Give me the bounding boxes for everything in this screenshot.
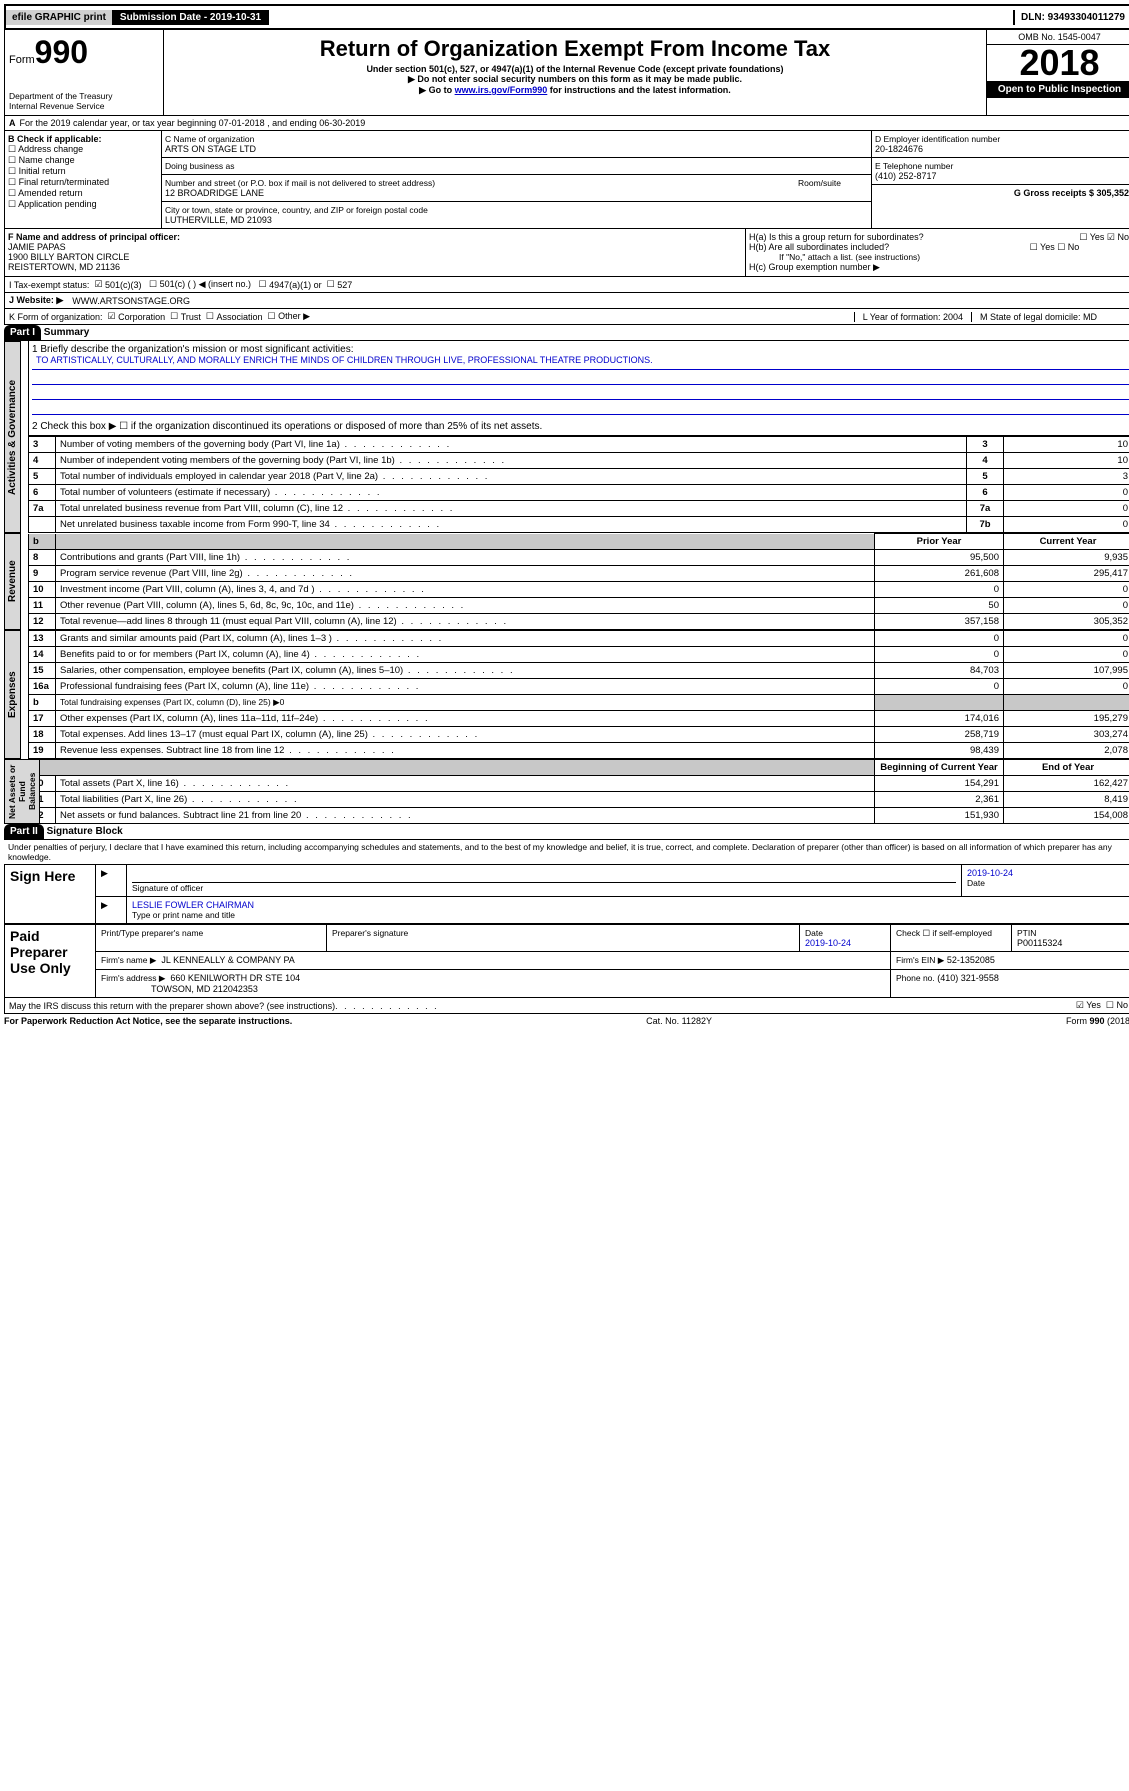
efile-link[interactable]: efile GRAPHIC print xyxy=(6,10,114,25)
footer-left: For Paperwork Reduction Act Notice, see … xyxy=(4,1016,292,1026)
hb-note: If "No," attach a list. (see instruction… xyxy=(749,252,1129,262)
revenue-table: bPrior YearCurrent Year 8Contributions a… xyxy=(28,533,1129,630)
governance-table: 3Number of voting members of the governi… xyxy=(28,436,1129,533)
dba-label: Doing business as xyxy=(162,158,871,175)
addr-label: Number and street (or P.O. box if mail i… xyxy=(165,178,798,188)
check-name[interactable]: ☐ Name change xyxy=(8,155,158,166)
dept-label: Department of the Treasury xyxy=(9,91,159,101)
org-name-label: C Name of organization xyxy=(165,134,868,144)
identity-section: B Check if applicable: ☐ Address change … xyxy=(4,131,1129,229)
row-k: K Form of organization: ☑ Corporation ☐ … xyxy=(4,309,1129,325)
year-formation: L Year of formation: 2004 xyxy=(854,312,971,322)
box-d-e-g: D Employer identification number 20-1824… xyxy=(872,131,1129,228)
paid-preparer-label: Paid Preparer Use Only xyxy=(5,925,96,998)
mission-text: TO ARTISTICALLY, CULTURALLY, AND MORALLY… xyxy=(32,355,1129,370)
officer-label: F Name and address of principal officer: xyxy=(8,232,180,242)
dln: DLN: 93493304011279 xyxy=(1013,10,1129,25)
footer: For Paperwork Reduction Act Notice, see … xyxy=(4,1014,1129,1026)
ein-value: 20-1824676 xyxy=(875,144,1129,154)
side-revenue: Revenue xyxy=(4,533,21,630)
check-initial[interactable]: ☐ Initial return xyxy=(8,166,158,177)
side-netassets: Net Assets or Fund Balances xyxy=(4,759,40,824)
submission-date: Submission Date - 2019-10-31 xyxy=(114,10,269,25)
line-a: AFor the 2019 calendar year, or tax year… xyxy=(4,116,1129,131)
website-value: WWW.ARTSONSTAGE.ORG xyxy=(72,296,190,306)
side-activities: Activities & Governance xyxy=(4,341,21,533)
box-c: C Name of organization ARTS ON STAGE LTD… xyxy=(162,131,872,228)
part1-header: Part I Summary xyxy=(4,325,1129,341)
sign-here-label: Sign Here xyxy=(5,865,96,924)
hc-row: H(c) Group exemption number ▶ xyxy=(749,262,1129,273)
form-note1: ▶ Do not enter social security numbers o… xyxy=(168,74,982,85)
mission-block: 1 Briefly describe the organization's mi… xyxy=(28,341,1129,436)
tax-year: 2018 xyxy=(987,45,1129,81)
check-address[interactable]: ☐ Address change xyxy=(8,144,158,155)
form-subtitle: Under section 501(c), 527, or 4947(a)(1)… xyxy=(168,64,982,74)
instructions-link[interactable]: www.irs.gov/Form990 xyxy=(455,85,548,95)
ein-label: D Employer identification number xyxy=(875,134,1129,144)
paid-preparer-table: Paid Preparer Use Only Print/Type prepar… xyxy=(4,924,1129,998)
phone-value: (410) 252-8717 xyxy=(875,171,1129,181)
check-pending[interactable]: ☐ Application pending xyxy=(8,199,158,210)
form-header: Form990 Department of the Treasury Inter… xyxy=(4,30,1129,116)
open-public-badge: Open to Public Inspection xyxy=(987,81,1129,98)
part2-header: Part II Signature Block xyxy=(4,824,1129,840)
footer-right: Form 990 (2018) xyxy=(1066,1016,1129,1026)
city-label: City or town, state or province, country… xyxy=(165,205,868,215)
org-address: 12 BROADRIDGE LANE xyxy=(165,188,868,198)
officer-addr1: 1900 BILLY BARTON CIRCLE xyxy=(8,252,129,262)
check-amended[interactable]: ☐ Amended return xyxy=(8,188,158,199)
side-expenses: Expenses xyxy=(4,630,21,759)
room-label: Room/suite xyxy=(798,178,868,188)
form-number: 990 xyxy=(35,34,88,70)
phone-label: E Telephone number xyxy=(875,161,1129,171)
declaration-text: Under penalties of perjury, I declare th… xyxy=(4,840,1129,864)
hb-row: H(b) Are all subordinates included? ☐ Ye… xyxy=(749,242,1129,252)
discuss-row: May the IRS discuss this return with the… xyxy=(4,998,1129,1014)
row-i: I Tax-exempt status: ☑ 501(c)(3) ☐ 501(c… xyxy=(4,277,1129,293)
box-b: B Check if applicable: ☐ Address change … xyxy=(5,131,162,228)
state-domicile: M State of legal domicile: MD xyxy=(971,312,1128,322)
footer-mid: Cat. No. 11282Y xyxy=(646,1016,712,1026)
form-title: Return of Organization Exempt From Incom… xyxy=(168,36,982,62)
gross-receipts: G Gross receipts $ 305,352 xyxy=(1014,188,1129,198)
officer-name: JAMIE PAPAS xyxy=(8,242,66,252)
org-name: ARTS ON STAGE LTD xyxy=(165,144,868,154)
expenses-table: 13Grants and similar amounts paid (Part … xyxy=(28,630,1129,759)
officer-addr2: REISTERTOWN, MD 21136 xyxy=(8,262,120,272)
form-prefix: Form xyxy=(9,54,35,66)
irs-label: Internal Revenue Service xyxy=(9,101,159,111)
netassets-table: Beginning of Current YearEnd of Year 20T… xyxy=(28,759,1129,824)
officer-group-section: F Name and address of principal officer:… xyxy=(4,229,1129,277)
form-note2: ▶ Go to www.irs.gov/Form990 for instruct… xyxy=(168,85,982,96)
top-bar: efile GRAPHIC print Submission Date - 20… xyxy=(4,4,1129,30)
org-city: LUTHERVILLE, MD 21093 xyxy=(165,215,868,225)
ha-row: H(a) Is this a group return for subordin… xyxy=(749,232,1129,242)
check-final[interactable]: ☐ Final return/terminated xyxy=(8,177,158,188)
row-j: J Website: ▶ WWW.ARTSONSTAGE.ORG xyxy=(4,293,1129,309)
sign-here-table: Sign Here ▶ Signature of officer 2019-10… xyxy=(4,864,1129,924)
